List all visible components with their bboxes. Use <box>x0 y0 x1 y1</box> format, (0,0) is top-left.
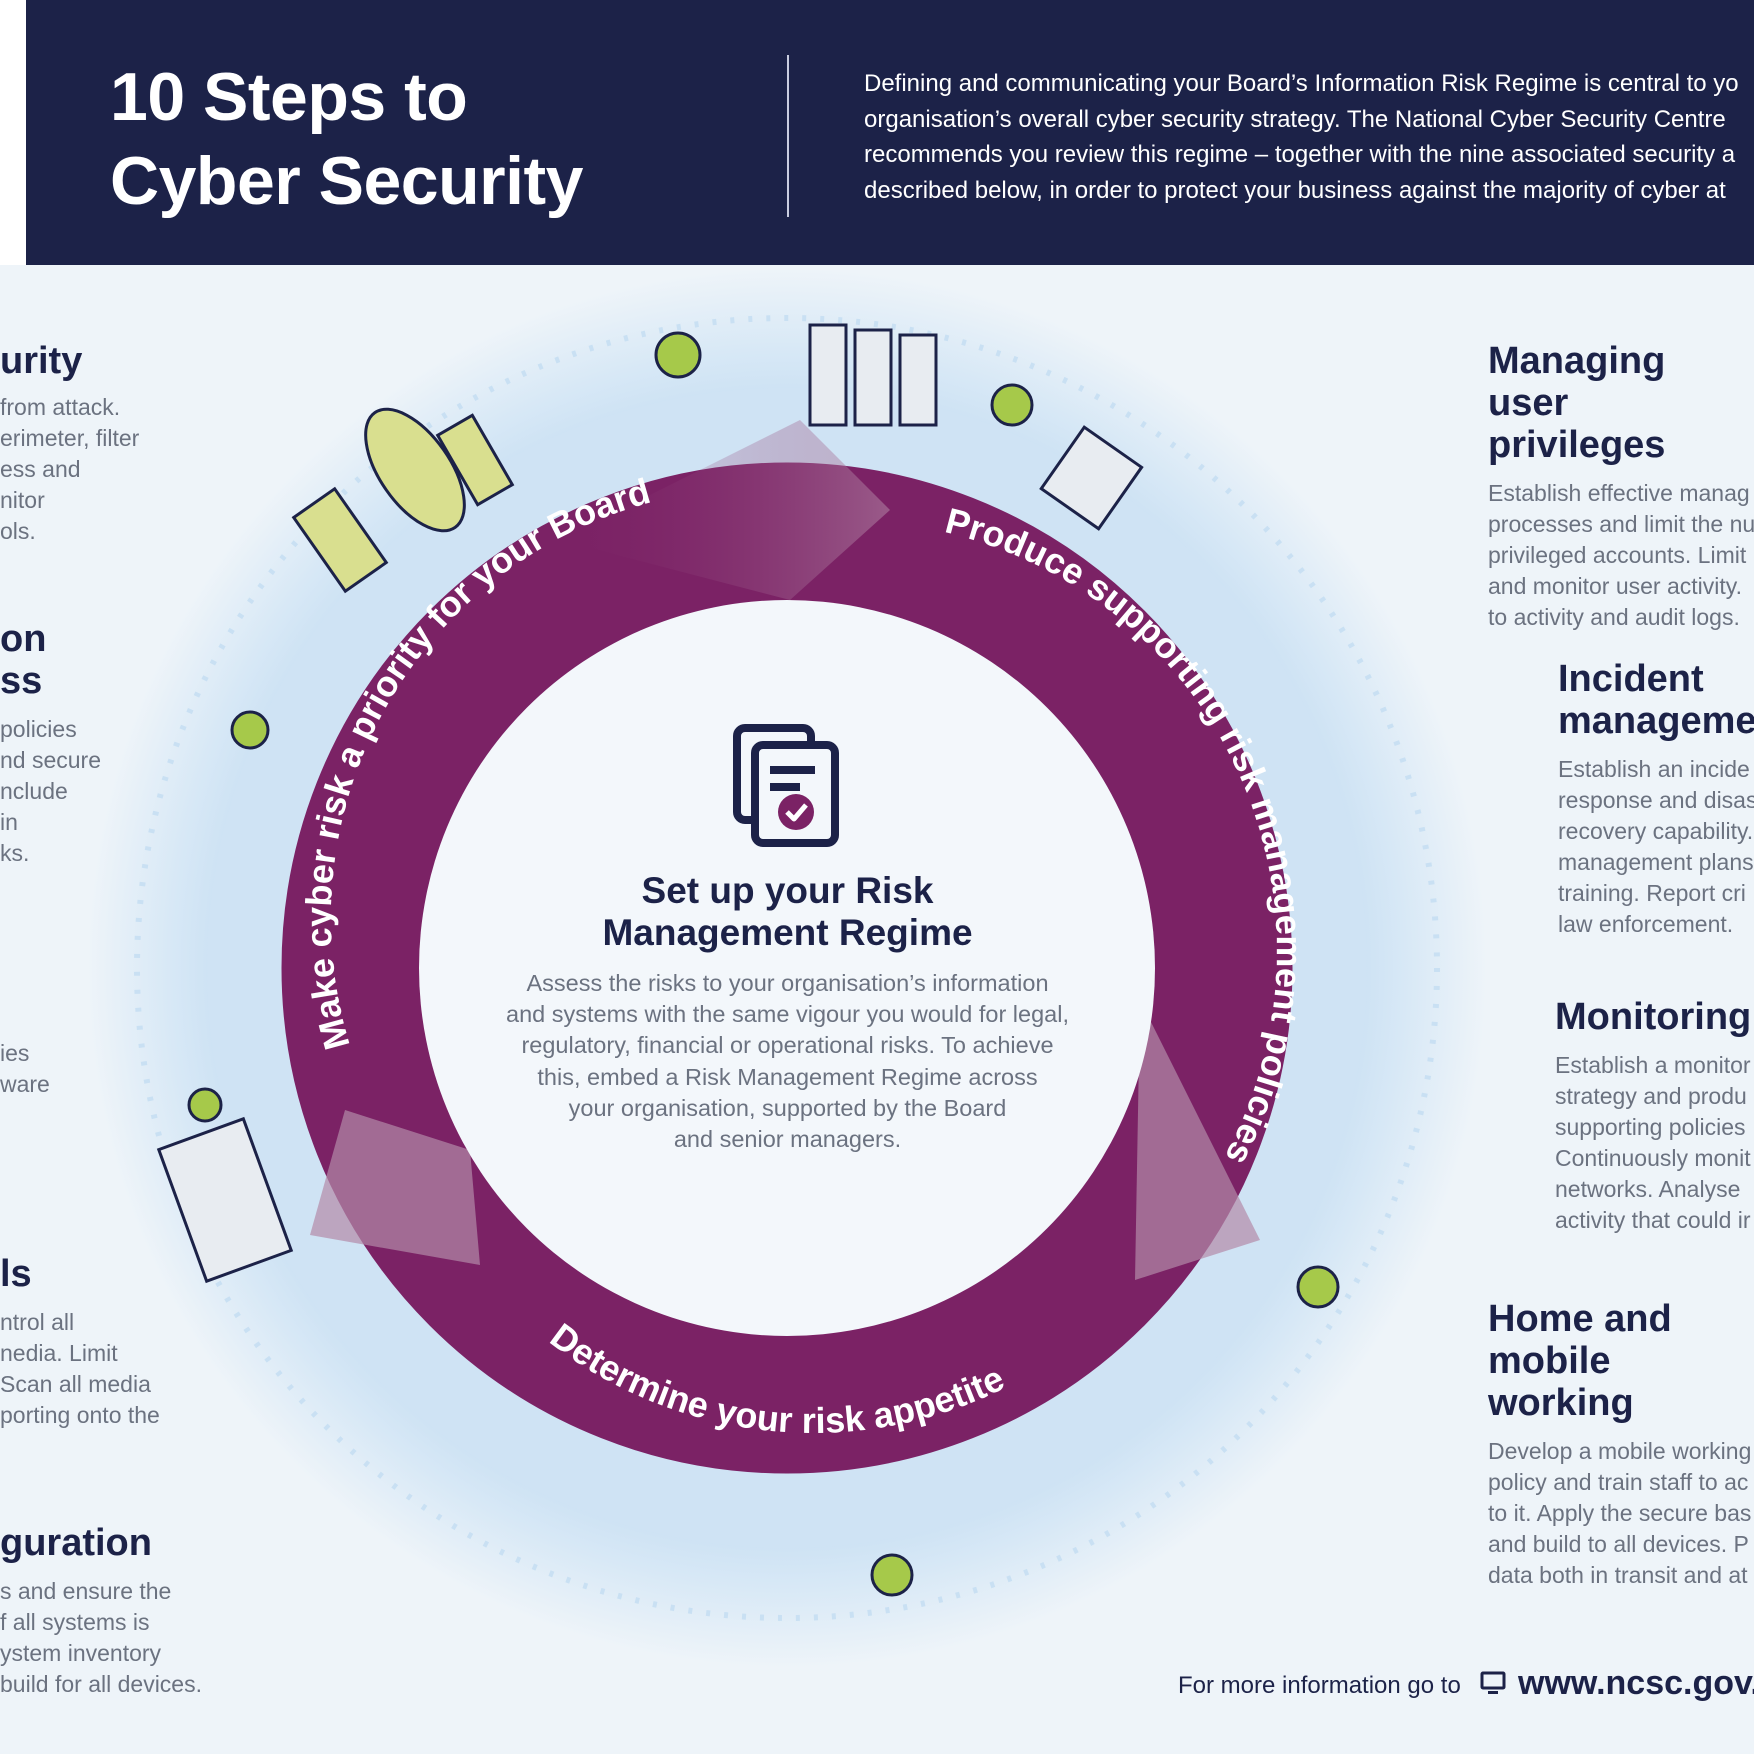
section-body: Develop a mobile working policy and trai… <box>1488 1438 1752 1588</box>
section-body: s and ensure the f all systems is ystem … <box>0 1578 202 1697</box>
left-section-secure-configuration: guration s and ensure the f all systems … <box>0 1522 202 1700</box>
section-body: Establish a monitor strategy and produ s… <box>1555 1052 1751 1233</box>
center-desc-line: and senior managers. <box>673 1126 902 1153</box>
arrow-head-right <box>1135 1000 1260 1280</box>
page-title: 10 Steps to Cyber Security <box>110 55 583 223</box>
section-body: policies nd secure nclude in ks. <box>0 716 102 866</box>
arrow-head-bottom <box>310 1110 480 1265</box>
city-illustration <box>156 323 1340 1597</box>
intro-line: recommends you review this regime – toge… <box>864 141 1736 168</box>
left-section-malware: ies ware <box>0 1026 50 1100</box>
document-check-icon <box>733 724 839 847</box>
center-desc-line: your organisation, supported by the Boar… <box>568 1094 1007 1121</box>
monitor-icon <box>1480 1671 1506 1694</box>
title-line-2: Cyber Security <box>110 143 583 219</box>
left-section-user-education: on ss policies nd secure nclude in ks. <box>0 618 101 869</box>
dotted-orbit <box>134 315 1440 1621</box>
section-body: from attack. erimeter, filter ess and ni… <box>0 394 140 544</box>
section-body: Establish an incide response and disas r… <box>1558 756 1754 937</box>
intro-line: described below, in order to protect you… <box>864 176 1726 204</box>
center-desc-line: this, embed a Risk Management Regime acr… <box>537 1063 1038 1090</box>
left-section-removable-media: ls ntrol all nedia. Limit Scan all media… <box>0 1253 160 1431</box>
section-title: Incident manageme <box>1558 658 1754 742</box>
header-banner <box>26 0 1754 265</box>
center-description: Assess the risks to your organisation’s … <box>480 968 1095 1155</box>
right-section-incident-management: Incident manageme Establish an incide res… <box>1558 658 1754 940</box>
left-section-network-security: urity from attack. erimeter, filter ess … <box>0 340 139 547</box>
section-body: ntrol all nedia. Limit Scan all media po… <box>0 1309 160 1428</box>
center-desc-line: regulatory, financial or operational ris… <box>521 1032 1054 1059</box>
right-section-home-mobile-working: Home and mobile working Develop a mobile … <box>1488 1298 1754 1591</box>
right-section-user-privileges: Managing user privileges Establish effect… <box>1488 340 1754 633</box>
center-title-line: Management Regime <box>602 912 973 953</box>
right-section-monitoring: Monitoring Establish a monitor strategy … <box>1555 996 1751 1236</box>
center-desc-line: Assess the risks to your organisation’s … <box>526 970 1049 996</box>
intro-line: Defining and communicating your Board’s … <box>864 70 1739 97</box>
header-divider <box>787 55 789 217</box>
center-desc-line: and systems with the same vigour you wou… <box>506 1001 1069 1028</box>
left-white-strip <box>0 0 26 265</box>
center-title-line: Set up your Risk <box>641 870 934 911</box>
footer-text: For more information go to <box>1178 1672 1461 1699</box>
section-title: guration <box>0 1522 152 1564</box>
section-title: Home and mobile working <box>1488 1298 1672 1424</box>
intro-text: Defining and communicating your Board’s … <box>864 66 1754 208</box>
footer-website-link[interactable]: www.ncsc.gov. <box>1518 1664 1754 1702</box>
title-line-1: 10 Steps to <box>110 59 468 135</box>
section-title: Managing user privileges <box>1488 340 1666 466</box>
section-title: Monitoring <box>1555 996 1752 1038</box>
center-title: Set up your Risk Management Regime <box>560 870 1015 954</box>
center-disc <box>419 600 1155 1336</box>
arrow-head-top <box>560 420 890 600</box>
section-title: urity <box>0 340 83 382</box>
section-title: on ss <box>0 618 47 702</box>
section-body: Establish effective manag processes and … <box>1488 480 1754 630</box>
intro-line: organisation’s overall cyber security st… <box>864 105 1726 133</box>
section-body: ies ware <box>0 1040 50 1097</box>
section-title: ls <box>0 1253 32 1295</box>
